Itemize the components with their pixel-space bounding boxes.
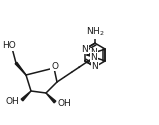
Text: OH: OH [6,97,20,106]
Text: N: N [81,45,88,54]
Text: O: O [51,62,58,71]
Polygon shape [21,91,31,101]
Polygon shape [46,93,56,103]
Text: N: N [91,53,97,62]
Text: N: N [91,48,97,57]
Text: OH: OH [58,99,71,108]
Text: N: N [92,62,98,71]
Text: NH$_2$: NH$_2$ [86,26,104,38]
Text: HO: HO [2,42,16,50]
Polygon shape [15,62,26,75]
